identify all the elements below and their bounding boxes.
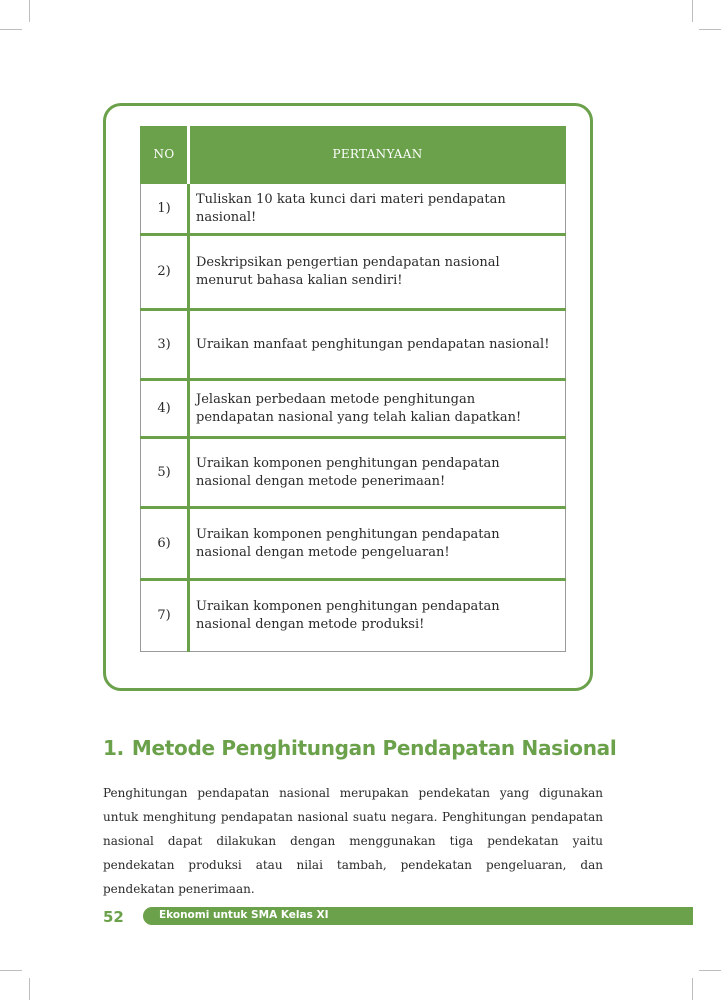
- row-question: Uraikan komponen penghitungan pendapatan…: [188, 436, 566, 508]
- row-number: 7): [140, 578, 190, 652]
- header-question: PERTANYAAN: [188, 126, 566, 183]
- row-number: 5): [140, 436, 190, 508]
- crop-mark: [699, 970, 721, 971]
- row-question: Deskripsikan pengertian pendapatan nasio…: [188, 233, 566, 310]
- table-row: 3) Uraikan manfaat penghitungan pendapat…: [140, 308, 566, 380]
- crop-mark: [0, 970, 22, 971]
- crop-mark: [692, 978, 693, 1000]
- crop-mark: [699, 29, 721, 30]
- section-paragraph: Penghitungan pendapatan nasional merupak…: [103, 786, 603, 896]
- crop-mark: [29, 978, 30, 1000]
- row-question: Uraikan komponen penghitungan pendapatan…: [188, 578, 566, 652]
- row-question: Jelaskan perbedaan metode penghitungan p…: [188, 378, 566, 438]
- section-heading: 1. Metode Penghitungan Pendapatan Nasiona…: [103, 736, 617, 760]
- table-row: 7) Uraikan komponen penghitungan pendapa…: [140, 578, 566, 652]
- question-table: NO PERTANYAAN 1) Tuliskan 10 kata kunci …: [140, 126, 566, 652]
- row-number: 2): [140, 233, 190, 310]
- table-row: 4) Jelaskan perbedaan metode penghitunga…: [140, 378, 566, 438]
- page-number: 52: [103, 908, 124, 926]
- crop-mark: [692, 0, 693, 22]
- section-number: 1.: [103, 736, 124, 760]
- row-number: 4): [140, 378, 190, 438]
- book-title: Ekonomi untuk SMA Kelas XI: [159, 909, 329, 921]
- table-row: 6) Uraikan komponen penghitungan pendapa…: [140, 506, 566, 580]
- row-number: 6): [140, 506, 190, 580]
- crop-mark: [0, 29, 22, 30]
- table-header-row: NO PERTANYAAN: [140, 126, 566, 183]
- activity-box: [103, 103, 593, 691]
- table-row: 5) Uraikan komponen penghitungan pendapa…: [140, 436, 566, 508]
- row-question: Uraikan manfaat penghitungan pendapatan …: [188, 308, 566, 380]
- footer-bar: Ekonomi untuk SMA Kelas XI: [143, 907, 693, 925]
- row-question: Tuliskan 10 kata kunci dari materi penda…: [188, 181, 566, 235]
- section-title: Metode Penghitungan Pendapatan Nasional: [131, 736, 617, 760]
- table-row: 1) Tuliskan 10 kata kunci dari materi pe…: [140, 181, 566, 235]
- row-number: 3): [140, 308, 190, 380]
- header-no: NO: [140, 126, 190, 183]
- row-question: Uraikan komponen penghitungan pendapatan…: [188, 506, 566, 580]
- table-row: 2) Deskripsikan pengertian pendapatan na…: [140, 233, 566, 310]
- row-number: 1): [140, 181, 190, 235]
- crop-mark: [29, 0, 30, 22]
